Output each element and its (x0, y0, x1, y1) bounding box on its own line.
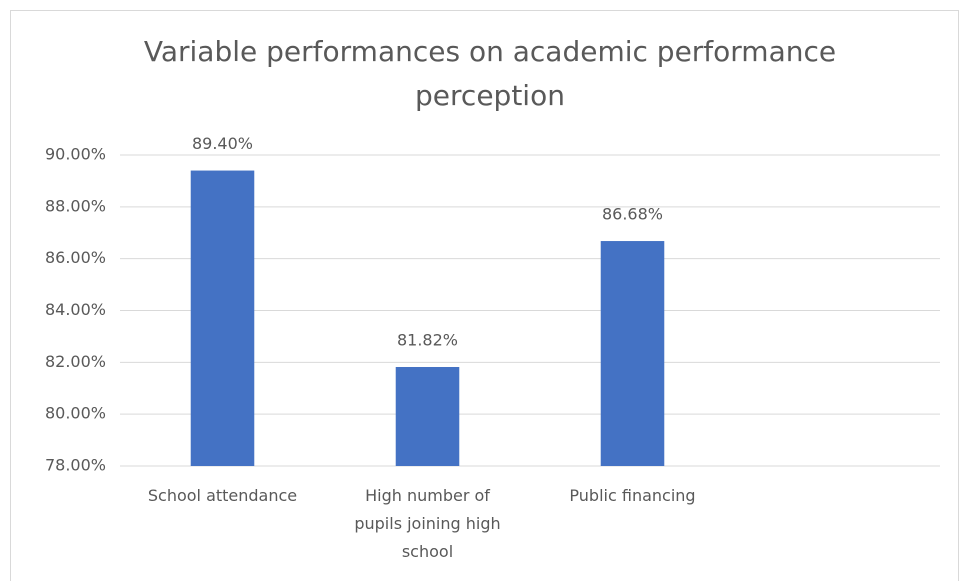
x-label-box: School attendance (147, 486, 298, 505)
x-tick-label: Public financing (569, 486, 696, 505)
data-label: 89.40% (192, 134, 253, 153)
x-tick-label: School attendance (147, 486, 298, 505)
bar (600, 241, 665, 466)
bar (395, 366, 460, 466)
data-label: 86.68% (602, 205, 663, 224)
y-tick-label: 78.00% (45, 456, 106, 475)
title-box: Variable performances on academic perfor… (143, 35, 837, 112)
y-tick-label: 90.00% (45, 145, 106, 164)
chart-title: Variable performances on academic perfor… (143, 35, 837, 112)
x-label-box: High number of pupils joining high schoo… (354, 486, 501, 561)
chart-frame (10, 10, 959, 581)
x-tick-label: High number of pupils joining high schoo… (354, 486, 501, 561)
y-tick-label: 86.00% (45, 248, 106, 267)
y-tick-label: 80.00% (45, 404, 106, 423)
y-tick-label: 84.00% (45, 300, 106, 319)
y-tick-label: 82.00% (45, 352, 106, 371)
bar (190, 170, 255, 467)
x-label-box: Public financing (569, 486, 696, 505)
y-tick-label: 88.00% (45, 196, 106, 215)
data-label: 81.82% (397, 330, 458, 349)
